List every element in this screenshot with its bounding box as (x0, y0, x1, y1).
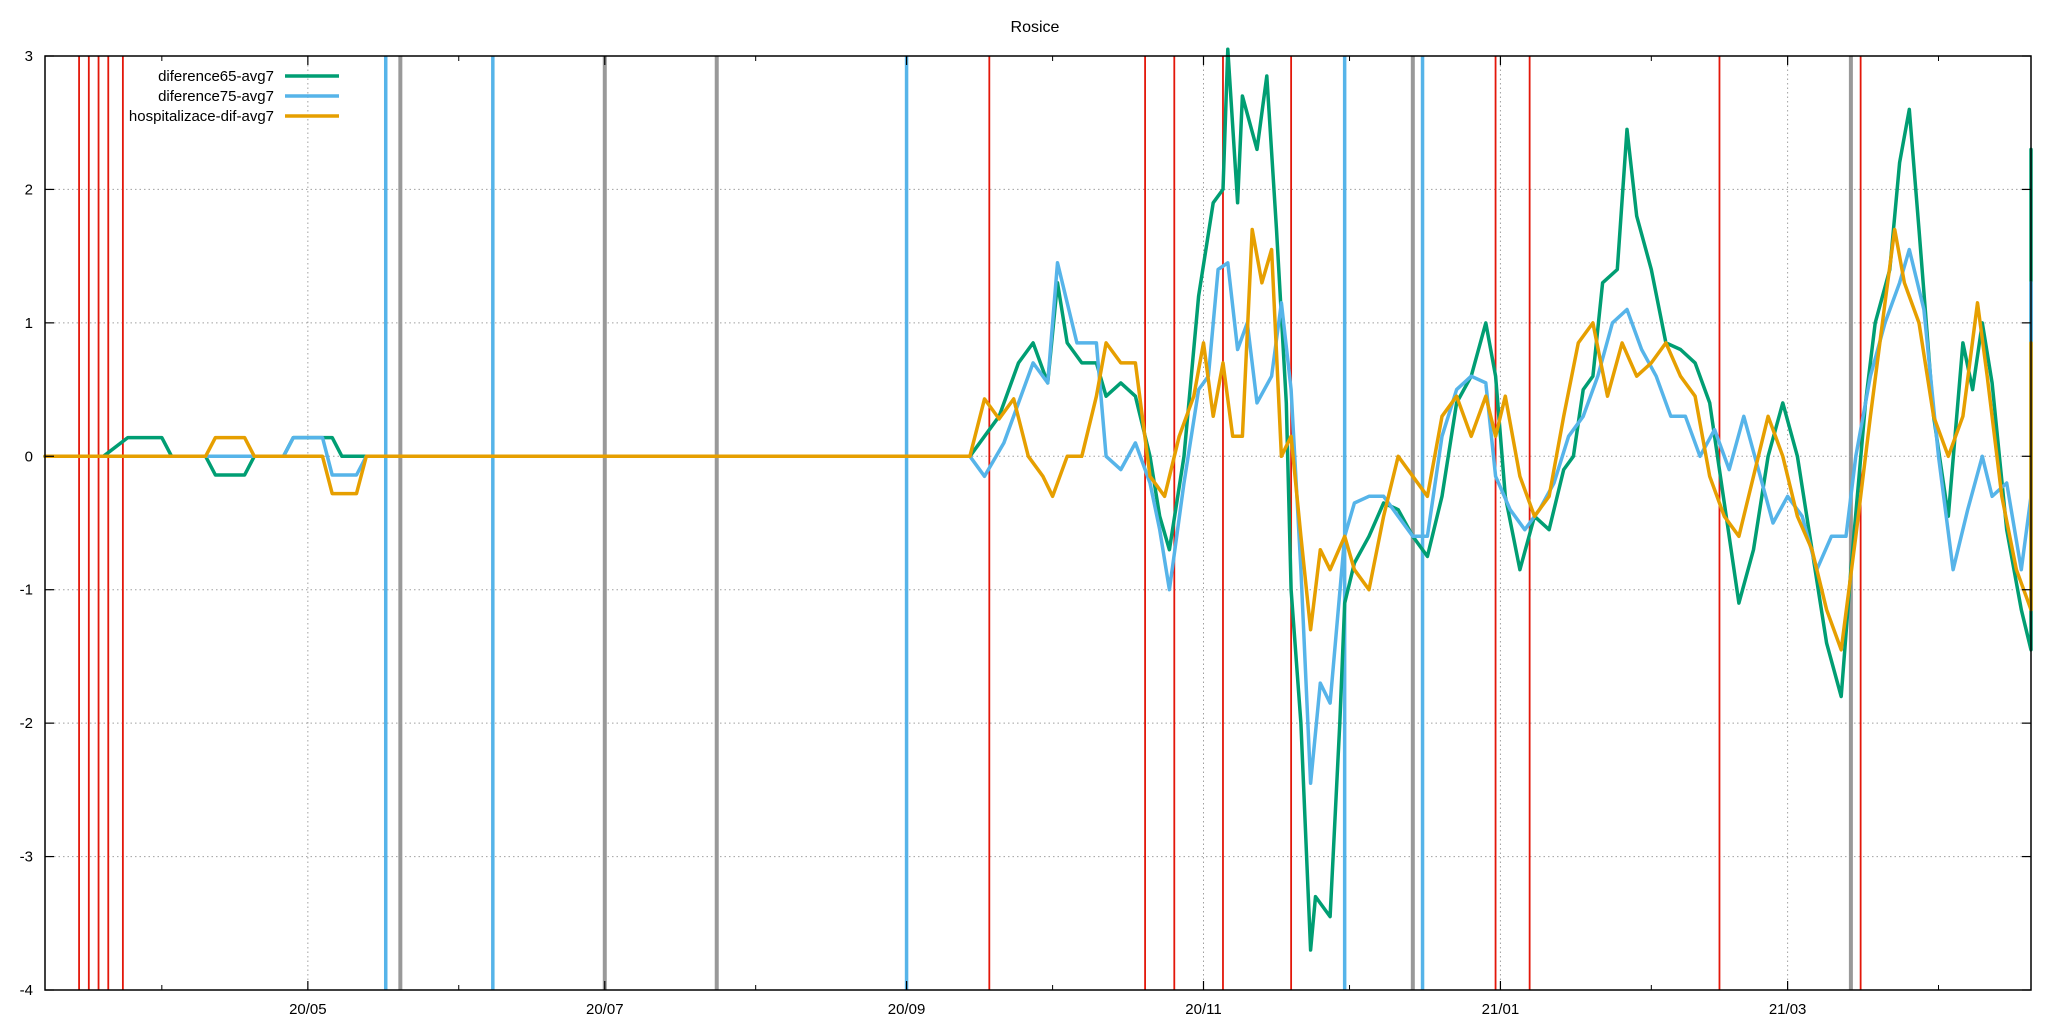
x-tick-label: 21/01 (1482, 1001, 1520, 1018)
series-line-diference75-avg7 (43, 247, 2033, 785)
plot-frame (44, 55, 2032, 991)
y-tick-label: -1 (20, 582, 33, 599)
axis-ticks: -4 -3 -2 -1 0 1 2 3 20/05 20/07 20/09 20/11 21/01 21/… (20, 48, 2031, 1018)
y-tick-label: 1 (25, 315, 33, 332)
x-tick-label: 20/09 (888, 1001, 926, 1018)
y-tick-label: -3 (20, 849, 33, 866)
legend: diference65-avg7 diference75-avg7 hospital… (129, 68, 339, 125)
chart-title: Rosice (1011, 19, 1060, 36)
legend-label: hospitalizace-dif-avg7 (129, 108, 274, 125)
x-tick-label: 20/07 (586, 1001, 624, 1018)
series-line-hospitalizace-dif-avg7 (43, 227, 2033, 652)
y-tick-label: 3 (25, 48, 33, 65)
series-lines (43, 47, 2033, 952)
legend-label: diference75-avg7 (158, 88, 274, 105)
y-tick-label: -2 (20, 715, 33, 732)
x-tick-label: 20/11 (1185, 1001, 1221, 1018)
y-tick-label: 0 (25, 448, 33, 465)
legend-label: diference65-avg7 (158, 68, 274, 85)
series-line-diference65-avg7 (43, 47, 2033, 952)
y-tick-label: -4 (20, 982, 33, 999)
y-tick-label: 2 (25, 181, 33, 198)
x-tick-label: 20/05 (289, 1001, 327, 1018)
x-tick-label: 21/03 (1769, 1001, 1807, 1018)
